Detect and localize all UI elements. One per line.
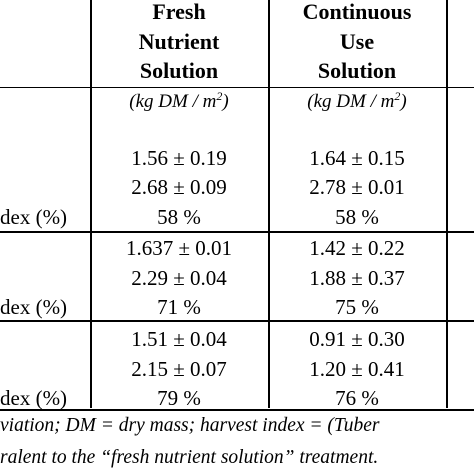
footnote-line-1: viation; DM = dry mass; harvest index = …: [0, 415, 380, 436]
table-cell: 2.68 ± 0.09: [131, 175, 227, 199]
header-continuous-line3: Solution: [317, 58, 397, 83]
table-cell: 1.88 ± 0.37: [309, 266, 405, 290]
table-cell: 1.56 ± 0.19: [131, 146, 227, 170]
table-cell: 1.42 ± 0.22: [309, 236, 405, 260]
table-cell: 0.91 ± 0.30: [309, 327, 405, 351]
unit-continuous: (kg DM / m2): [307, 89, 407, 112]
header-continuous-line2: Use: [339, 29, 375, 54]
table-cell: 1.64 ± 0.15: [309, 146, 405, 170]
table-cell: 58 %: [335, 205, 379, 229]
table-cell: 75 %: [335, 295, 379, 319]
header-continuous-line1: Continuous: [302, 0, 412, 24]
table-cell: 58 %: [157, 205, 201, 229]
footnote-line-2: ralent to the “fresh nutrient solution” …: [0, 447, 379, 468]
header-fresh-line2: Nutrient: [138, 29, 220, 54]
group-1-rule: [0, 231, 474, 233]
header-rule: [0, 87, 474, 88]
table-cell: 71 %: [157, 295, 201, 319]
column-divider-left: [90, 0, 92, 408]
column-divider-middle: [268, 0, 270, 408]
table-cell: 2.29 ± 0.04: [131, 266, 227, 290]
table-cell: 1.637 ± 0.01: [125, 236, 233, 260]
table-cell: 1.20 ± 0.41: [309, 357, 405, 381]
header-fresh-line3: Solution: [139, 58, 219, 83]
group-2-rule: [0, 320, 474, 322]
column-divider-right: [446, 0, 448, 408]
table-cell: 76 %: [335, 386, 379, 410]
table-cell: 2.15 ± 0.07: [131, 357, 227, 381]
unit-fresh: (kg DM / m2): [129, 89, 229, 112]
row-label-harvest-index: dex (%): [0, 386, 68, 410]
row-label-harvest-index: dex (%): [0, 205, 68, 229]
table-cell: 79 %: [157, 386, 201, 410]
header-fresh-line1: Fresh: [152, 0, 206, 24]
table-cell: 2.78 ± 0.01: [309, 175, 405, 199]
table-bottom-rule: [0, 409, 474, 411]
row-label-harvest-index: dex (%): [0, 295, 68, 319]
table-cell: 1.51 ± 0.04: [131, 327, 227, 351]
